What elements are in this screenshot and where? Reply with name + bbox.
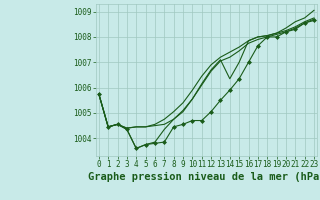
X-axis label: Graphe pression niveau de la mer (hPa): Graphe pression niveau de la mer (hPa)	[88, 172, 320, 182]
